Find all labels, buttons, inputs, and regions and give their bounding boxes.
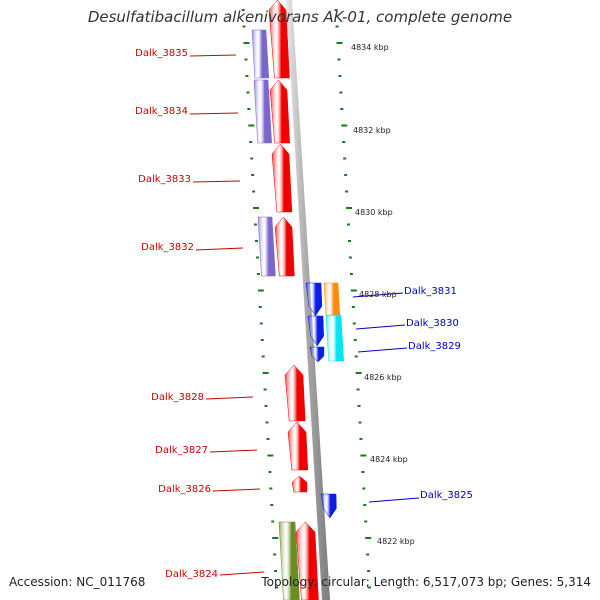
gene-arrow-red-3826	[291, 475, 308, 493]
gene-bar-olive-3824	[278, 521, 300, 600]
gene-label-dalk-3827[interactable]: Dalk_3827	[155, 445, 208, 456]
leader-line-3833	[192, 180, 241, 183]
leader-line-3828	[205, 396, 254, 400]
accession-text: Accession: NC_011768	[9, 575, 146, 589]
gene-label-dalk-3831[interactable]: Dalk_3831	[404, 286, 457, 297]
gene-arrow-red-3828	[284, 364, 306, 422]
gene-label-dalk-3825[interactable]: Dalk_3825	[420, 490, 473, 501]
genome-summary-text: Topology: circular; Length: 6,517,073 bp…	[261, 575, 591, 589]
scale-label-4824: 4824 kbp	[370, 455, 408, 464]
gene-label-dalk-3826[interactable]: Dalk_3826	[158, 484, 211, 495]
gene-bar-orange-3831	[323, 282, 341, 317]
gene-label-dalk-3830[interactable]: Dalk_3830	[406, 318, 459, 329]
gene-arrow-red-3824	[295, 521, 319, 600]
leader-line-3834	[189, 112, 239, 115]
gene-arrow-blue-3830	[307, 315, 324, 347]
genome-title: Desulfatibacillum alkenivorans AK-01, co…	[87, 8, 513, 26]
scale-label-4826: 4826 kbp	[364, 373, 402, 382]
gene-arrow-red-3833	[271, 143, 293, 213]
leader-line-3829	[357, 347, 408, 353]
gene-label-dalk-3829[interactable]: Dalk_3829	[408, 341, 461, 352]
scale-label-4834: 4834 kbp	[351, 43, 389, 52]
gene-arrow-red-3834	[269, 79, 290, 144]
leader-line-3831	[352, 292, 404, 298]
gene-arrow-blue-3825	[320, 493, 337, 519]
gene-bar-purple-3832	[257, 216, 276, 277]
gene-arrow-blue-3831	[305, 282, 323, 317]
gene-arrow-blue-3829	[309, 346, 325, 363]
gene-arrow-red-3835	[268, 0, 290, 79]
gene-bar-purple-3835	[251, 29, 270, 79]
leader-line-3825	[368, 497, 420, 503]
leader-line-3827	[209, 449, 258, 453]
scale-label-4828: 4828 kbp	[359, 290, 397, 299]
gene-label-dalk-3832[interactable]: Dalk_3832	[141, 242, 194, 253]
gene-label-dalk-3835[interactable]: Dalk_3835	[135, 48, 188, 59]
gene-label-dalk-3833[interactable]: Dalk_3833	[138, 174, 191, 185]
gene-label-dalk-3824[interactable]: Dalk_3824	[165, 569, 218, 580]
scale-label-4830: 4830 kbp	[355, 208, 393, 217]
leader-line-3824	[219, 571, 265, 576]
scale-label-4822: 4822 kbp	[377, 537, 415, 546]
gene-arrow-red-3827	[287, 421, 309, 471]
gene-bar-cyan-3830	[325, 314, 344, 362]
gene-label-dalk-3828[interactable]: Dalk_3828	[151, 392, 204, 403]
gene-label-dalk-3834[interactable]: Dalk_3834	[135, 106, 188, 117]
gene-bar-purple-3834	[253, 79, 272, 144]
leader-line-3835	[189, 54, 237, 57]
leader-line-3832	[195, 247, 244, 251]
scale-label-4832: 4832 kbp	[353, 126, 391, 135]
leader-line-3826	[212, 488, 261, 492]
leader-line-3830	[355, 324, 406, 330]
gene-arrow-red-3832	[274, 216, 295, 277]
